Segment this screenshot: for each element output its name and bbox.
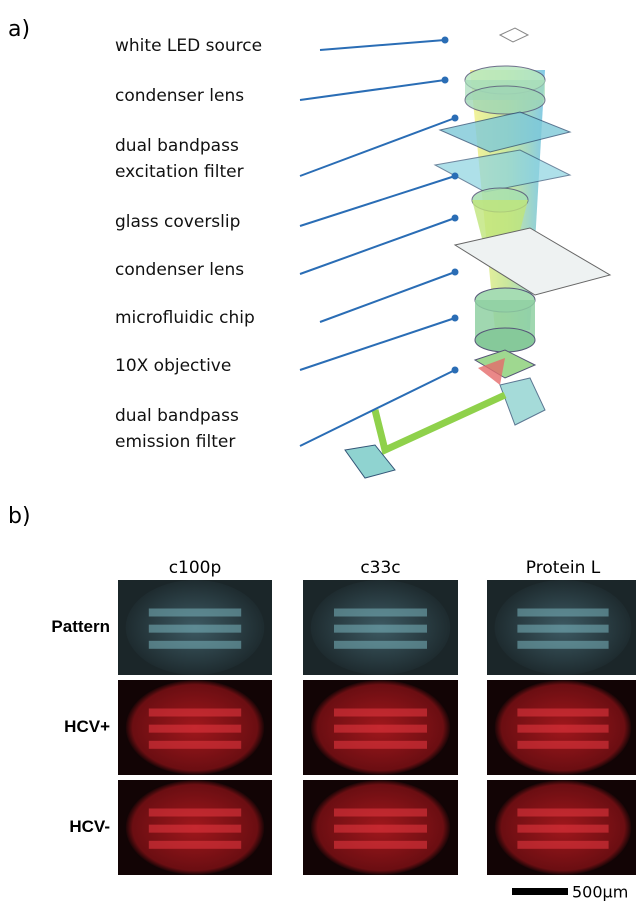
stripe — [517, 825, 608, 833]
leader-dot — [452, 367, 459, 374]
leader-line — [300, 118, 455, 176]
leader-line — [300, 370, 455, 446]
stripe — [517, 741, 608, 749]
stripe — [334, 625, 427, 633]
component-label: condenser lens — [115, 86, 244, 106]
leader-line — [300, 218, 455, 274]
scale-bar-label: 500µm — [572, 883, 628, 902]
component-label: condenser lens — [115, 260, 244, 280]
component-label: dual bandpass — [115, 136, 239, 156]
row-header: HCV- — [69, 817, 110, 836]
stripe — [517, 641, 608, 649]
stripe — [517, 709, 608, 717]
leader-line — [300, 80, 445, 100]
stripe — [149, 725, 241, 733]
stripe — [149, 609, 241, 617]
component-label: emission filter — [115, 432, 235, 452]
stripe — [149, 825, 241, 833]
column-header: c33c — [360, 558, 400, 578]
stripe — [517, 625, 608, 633]
leader-dot — [452, 315, 459, 322]
stripe — [149, 641, 241, 649]
row-header: Pattern — [51, 617, 110, 636]
stripe — [334, 641, 427, 649]
stripe — [517, 725, 608, 733]
column-header: c100p — [169, 558, 222, 578]
component-label: excitation filter — [115, 162, 244, 182]
figure: a) white LED source condenser lens dual ba… — [0, 0, 636, 903]
stripe — [149, 841, 241, 849]
component-label: 10X objective — [115, 356, 231, 376]
stripe — [149, 741, 241, 749]
leader-line — [300, 176, 455, 226]
leader-line — [300, 318, 455, 370]
component-label: dual bandpass — [115, 406, 239, 426]
panel-label: b) — [8, 504, 31, 529]
panel-label: a) — [8, 17, 30, 42]
leader-dot — [452, 215, 459, 222]
stripe — [149, 625, 241, 633]
leader-dot — [442, 77, 449, 84]
stripe — [149, 809, 241, 817]
stripe — [334, 841, 427, 849]
stripe — [517, 609, 608, 617]
stripe — [334, 741, 427, 749]
row-header: HCV+ — [64, 717, 110, 736]
stripe — [517, 809, 608, 817]
stripe — [149, 709, 241, 717]
component-label: glass coverslip — [115, 212, 240, 232]
stripe — [334, 725, 427, 733]
leader-line — [320, 40, 445, 50]
stripe — [334, 609, 427, 617]
optical-diagram — [345, 28, 610, 478]
stripe — [334, 825, 427, 833]
stripe — [334, 809, 427, 817]
leader-dot — [452, 173, 459, 180]
stripe — [334, 709, 427, 717]
stripe — [517, 841, 608, 849]
leader-line — [320, 272, 455, 322]
component-label: microfluidic chip — [115, 308, 255, 328]
leader-dot — [452, 269, 459, 276]
column-header: Protein L — [526, 558, 601, 578]
leader-dot — [452, 115, 459, 122]
component-label: white LED source — [115, 36, 262, 56]
leader-dot — [442, 37, 449, 44]
scale-bar — [512, 888, 568, 895]
